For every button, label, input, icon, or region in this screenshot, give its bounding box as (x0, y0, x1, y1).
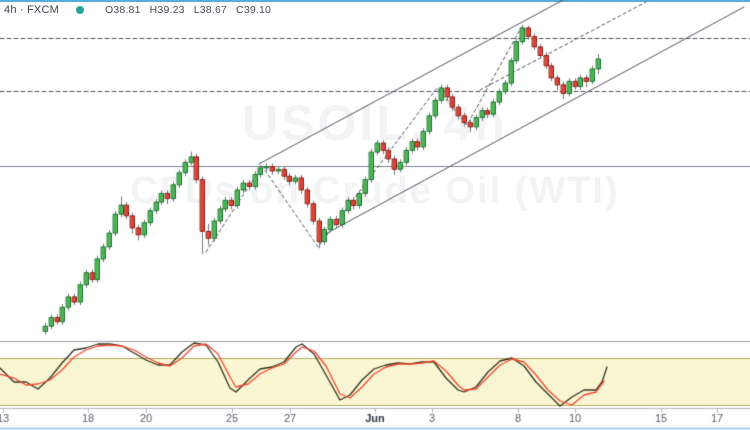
open-value: O38.81 (104, 4, 141, 16)
legend: 4h · FXCM O38.81 H39.23 L38.67 C39.10 (4, 4, 271, 16)
symbol-label[interactable]: 4h · FXCM (4, 4, 59, 16)
close-value: C39.10 (236, 4, 272, 16)
low-value: L38.67 (193, 4, 228, 16)
ohlc-values: O38.81 H39.23 L38.67 C39.10 (105, 4, 271, 16)
market-status-dot-icon (75, 6, 84, 14)
high-value: H39.23 (149, 4, 185, 16)
